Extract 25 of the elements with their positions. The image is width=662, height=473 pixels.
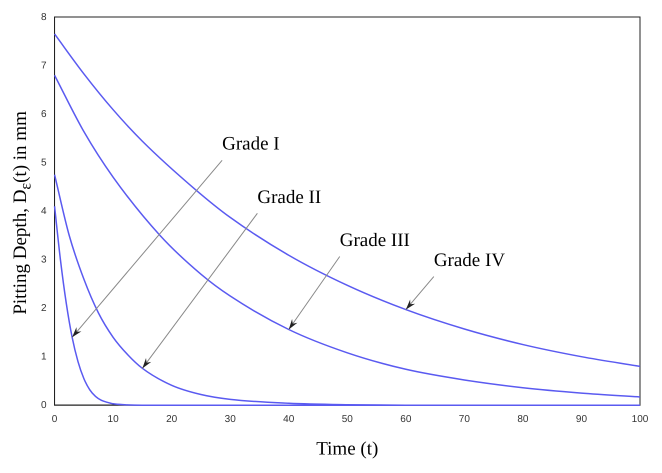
- y-tick-label: 6: [41, 108, 47, 120]
- annotation: Grade II: [257, 186, 322, 208]
- annotation: Grade III: [340, 230, 410, 251]
- y-tick-label: 1: [41, 351, 47, 362]
- x-tick-label: 90: [576, 414, 588, 425]
- x-tick-label: 70: [458, 414, 470, 425]
- x-tick-label: 60: [400, 414, 412, 425]
- x-tick-label: 10: [108, 414, 120, 425]
- x-tick-label: 100: [632, 414, 649, 425]
- x-tick-label: 80: [517, 414, 529, 425]
- x-tick-label: 20: [166, 414, 178, 425]
- x-axis-title: Time (t): [316, 438, 378, 460]
- y-tick-label: 3: [41, 254, 47, 266]
- y-tick-label: 5: [41, 157, 47, 168]
- y-tick-label: 8: [41, 12, 47, 23]
- x-tick-label: 50: [342, 414, 354, 425]
- x-tick-label: 40: [283, 414, 295, 425]
- y-tick-label: 0: [41, 400, 47, 411]
- annotation: Grade I: [222, 134, 280, 155]
- y-tick-label: 2: [41, 302, 47, 314]
- annotation: Grade IV: [434, 250, 506, 272]
- x-tick-label: 0: [52, 414, 58, 425]
- x-tick-label: 30: [224, 414, 236, 425]
- y-tick-label: 7: [41, 60, 47, 72]
- y-tick-label: 4: [41, 206, 47, 217]
